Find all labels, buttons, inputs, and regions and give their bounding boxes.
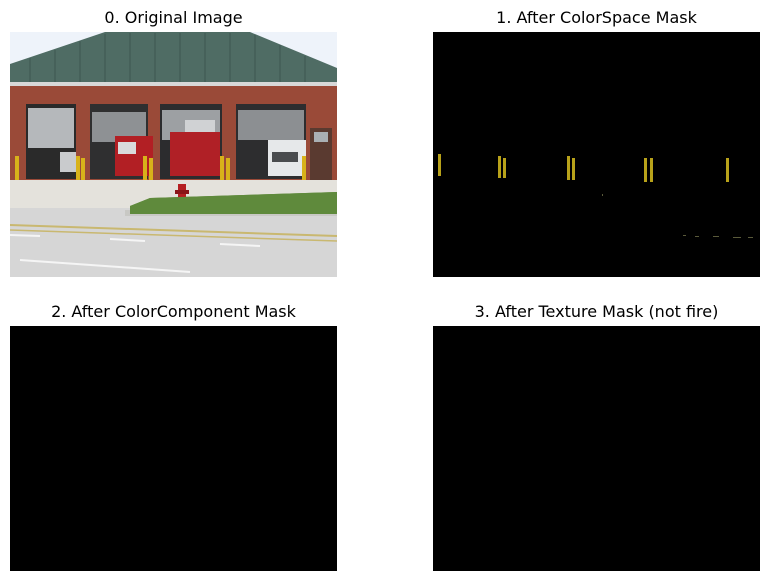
panel-title-colorspace: 1. After ColorSpace Mask (496, 8, 697, 27)
colorcomponent-mask-image (10, 326, 337, 571)
original-image (10, 32, 337, 277)
colorspace-mask-image (433, 32, 760, 277)
panel-title-colorcomponent: 2. After ColorComponent Mask (51, 302, 296, 321)
texture-mask-image (433, 326, 760, 571)
panel-title-original: 0. Original Image (104, 8, 243, 27)
colorspace-mask-render (433, 32, 760, 277)
panel-title-texture: 3. After Texture Mask (not fire) (474, 302, 719, 321)
firehouse-photo (10, 32, 337, 277)
